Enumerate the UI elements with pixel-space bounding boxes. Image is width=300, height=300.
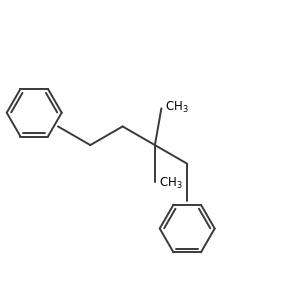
- Text: CH$_3$: CH$_3$: [159, 176, 182, 191]
- Text: CH$_3$: CH$_3$: [165, 100, 189, 115]
